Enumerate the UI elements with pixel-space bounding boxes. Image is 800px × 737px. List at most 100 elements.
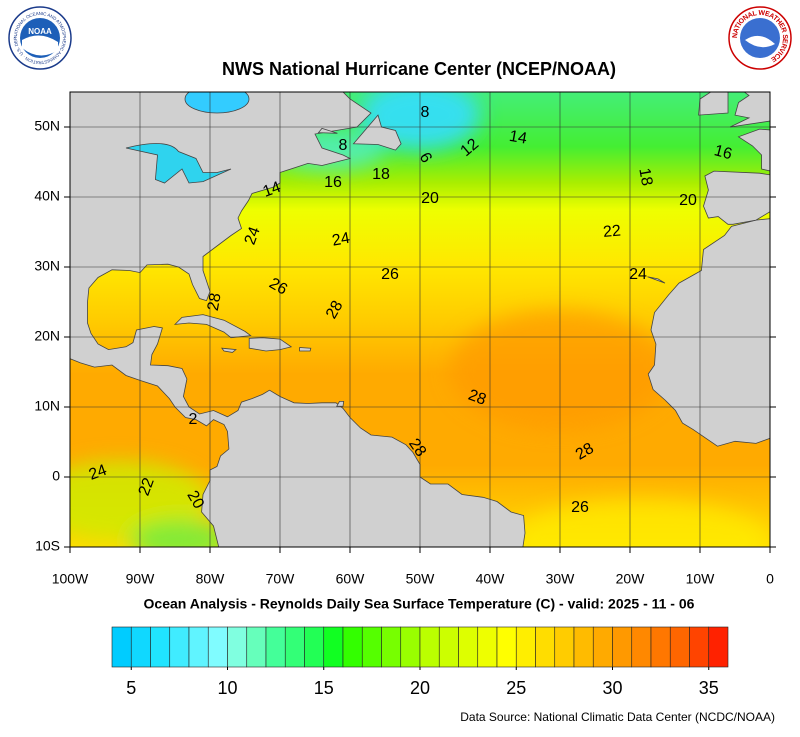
colorbar-segment [573, 626, 594, 668]
colorbar-segment [669, 626, 690, 668]
colorbar-segment [515, 626, 536, 668]
colorbar-segment [246, 626, 267, 668]
colorbar-segment [381, 626, 402, 668]
contour-label: 24 [87, 462, 110, 484]
colorbar-segment [689, 626, 710, 668]
colorbar-segment [323, 626, 344, 668]
contour-label: 28 [205, 292, 225, 313]
x-tick-label: 20W [616, 571, 646, 587]
nws-logo: NATIONAL WEATHER SERVICE [728, 6, 792, 70]
contour-label: 16 [324, 174, 342, 191]
colorbar-segment [535, 626, 556, 668]
colorbar-segment [304, 626, 325, 668]
colorbar-tick-label: 35 [699, 678, 719, 698]
y-tick-label: 0 [52, 468, 60, 484]
colorbar-segment [342, 626, 363, 668]
contour-label: 28 [573, 440, 597, 464]
colorbar-segment [419, 626, 440, 668]
hudson-bay [184, 92, 250, 114]
colorbar-tick-label: 30 [602, 678, 622, 698]
contour-label: 22 [602, 222, 621, 241]
y-tick-label: 50N [34, 118, 60, 134]
contour-label: 14 [261, 179, 284, 201]
landmass [647, 276, 666, 284]
contour-label: 26 [266, 275, 290, 299]
colorbar-segment [361, 626, 382, 668]
landmass [299, 347, 312, 352]
colorbar: 5 10 15 20 25 30 35 [111, 626, 729, 698]
contour-label: 20 [183, 488, 207, 512]
landmass [703, 170, 770, 225]
landmass [729, 92, 770, 128]
title: NWS National Hurricane Center (NCEP/NOAA… [222, 59, 616, 79]
x-tick-label: 10W [686, 571, 716, 587]
colorbar-segment [554, 626, 575, 668]
contour-label: 20 [421, 190, 439, 207]
colorbar-segment [207, 626, 228, 668]
landmass [221, 347, 237, 353]
contour-label: 2 [189, 411, 198, 428]
contour-label: 24 [242, 225, 264, 248]
contour-label: 26 [571, 499, 589, 516]
colorbar-segment [188, 626, 209, 668]
landmass [317, 127, 338, 134]
landmass [737, 128, 770, 172]
contour-label: 24 [629, 266, 647, 283]
x-tick-label: 60W [336, 571, 366, 587]
x-tick-label: 90W [126, 571, 156, 587]
land [70, 92, 770, 547]
colorbar-tick-label: 10 [217, 678, 237, 698]
contour-label: 8 [339, 137, 348, 154]
x-tick-label: 50W [406, 571, 436, 587]
colorbar-segment [708, 626, 729, 668]
colorbar-segment [477, 626, 498, 668]
subtitle: Ocean Analysis - Reynolds Daily Sea Surf… [144, 596, 695, 612]
x-tick-label: 80W [196, 571, 226, 587]
contour-label: 22 [136, 476, 158, 499]
landmass [248, 337, 293, 352]
colorbar-segment [150, 626, 171, 668]
landmass [70, 92, 526, 547]
colorbar-segment [400, 626, 421, 668]
landmass [698, 92, 729, 116]
colorbar-segment [265, 626, 286, 668]
x-tick-label: 40W [476, 571, 506, 587]
landmass [352, 114, 402, 151]
x-tick-label: 0 [766, 571, 774, 587]
colorbar-segment [111, 626, 132, 668]
landmass [173, 314, 252, 339]
colorbar-segment [612, 626, 633, 668]
contour-label: 8 [421, 104, 430, 121]
colorbar-segment [650, 626, 671, 668]
x-tick-label: 30W [546, 571, 576, 587]
y-tick-label: 20N [34, 328, 60, 344]
contour-label: 24 [331, 230, 352, 250]
colorbar-segment [592, 626, 613, 668]
contour-label: 18 [372, 166, 390, 183]
colorbar-tick-label: 25 [506, 678, 526, 698]
colorbar-segment [227, 626, 248, 668]
noaa-text: NOAA [28, 27, 52, 36]
y-tick-label: 30N [34, 258, 60, 274]
contour-label: 28 [323, 298, 347, 322]
grid [70, 92, 770, 547]
colorbar-segment [438, 626, 459, 668]
colorbar-segment [458, 626, 479, 668]
colorbar-segment [130, 626, 151, 668]
colorbar-segment [631, 626, 652, 668]
colorbar-segment [169, 626, 190, 668]
colorbar-segment [284, 626, 305, 668]
noaa-logo: NOAA NATIONAL OCEANIC AND ATMOSPHERIC AD… [0, 0, 72, 70]
contour-label: 16 [712, 142, 734, 163]
colorbar-tick-label: 20 [410, 678, 430, 698]
x-tick-label: 70W [266, 571, 296, 587]
data-source: Data Source: National Climatic Data Cent… [460, 710, 775, 724]
landmass [336, 401, 345, 407]
y-tick-label: 40N [34, 188, 60, 204]
contour-label: 14 [508, 128, 529, 148]
contour-label: 18 [635, 167, 655, 188]
contour-label: 28 [466, 387, 489, 409]
